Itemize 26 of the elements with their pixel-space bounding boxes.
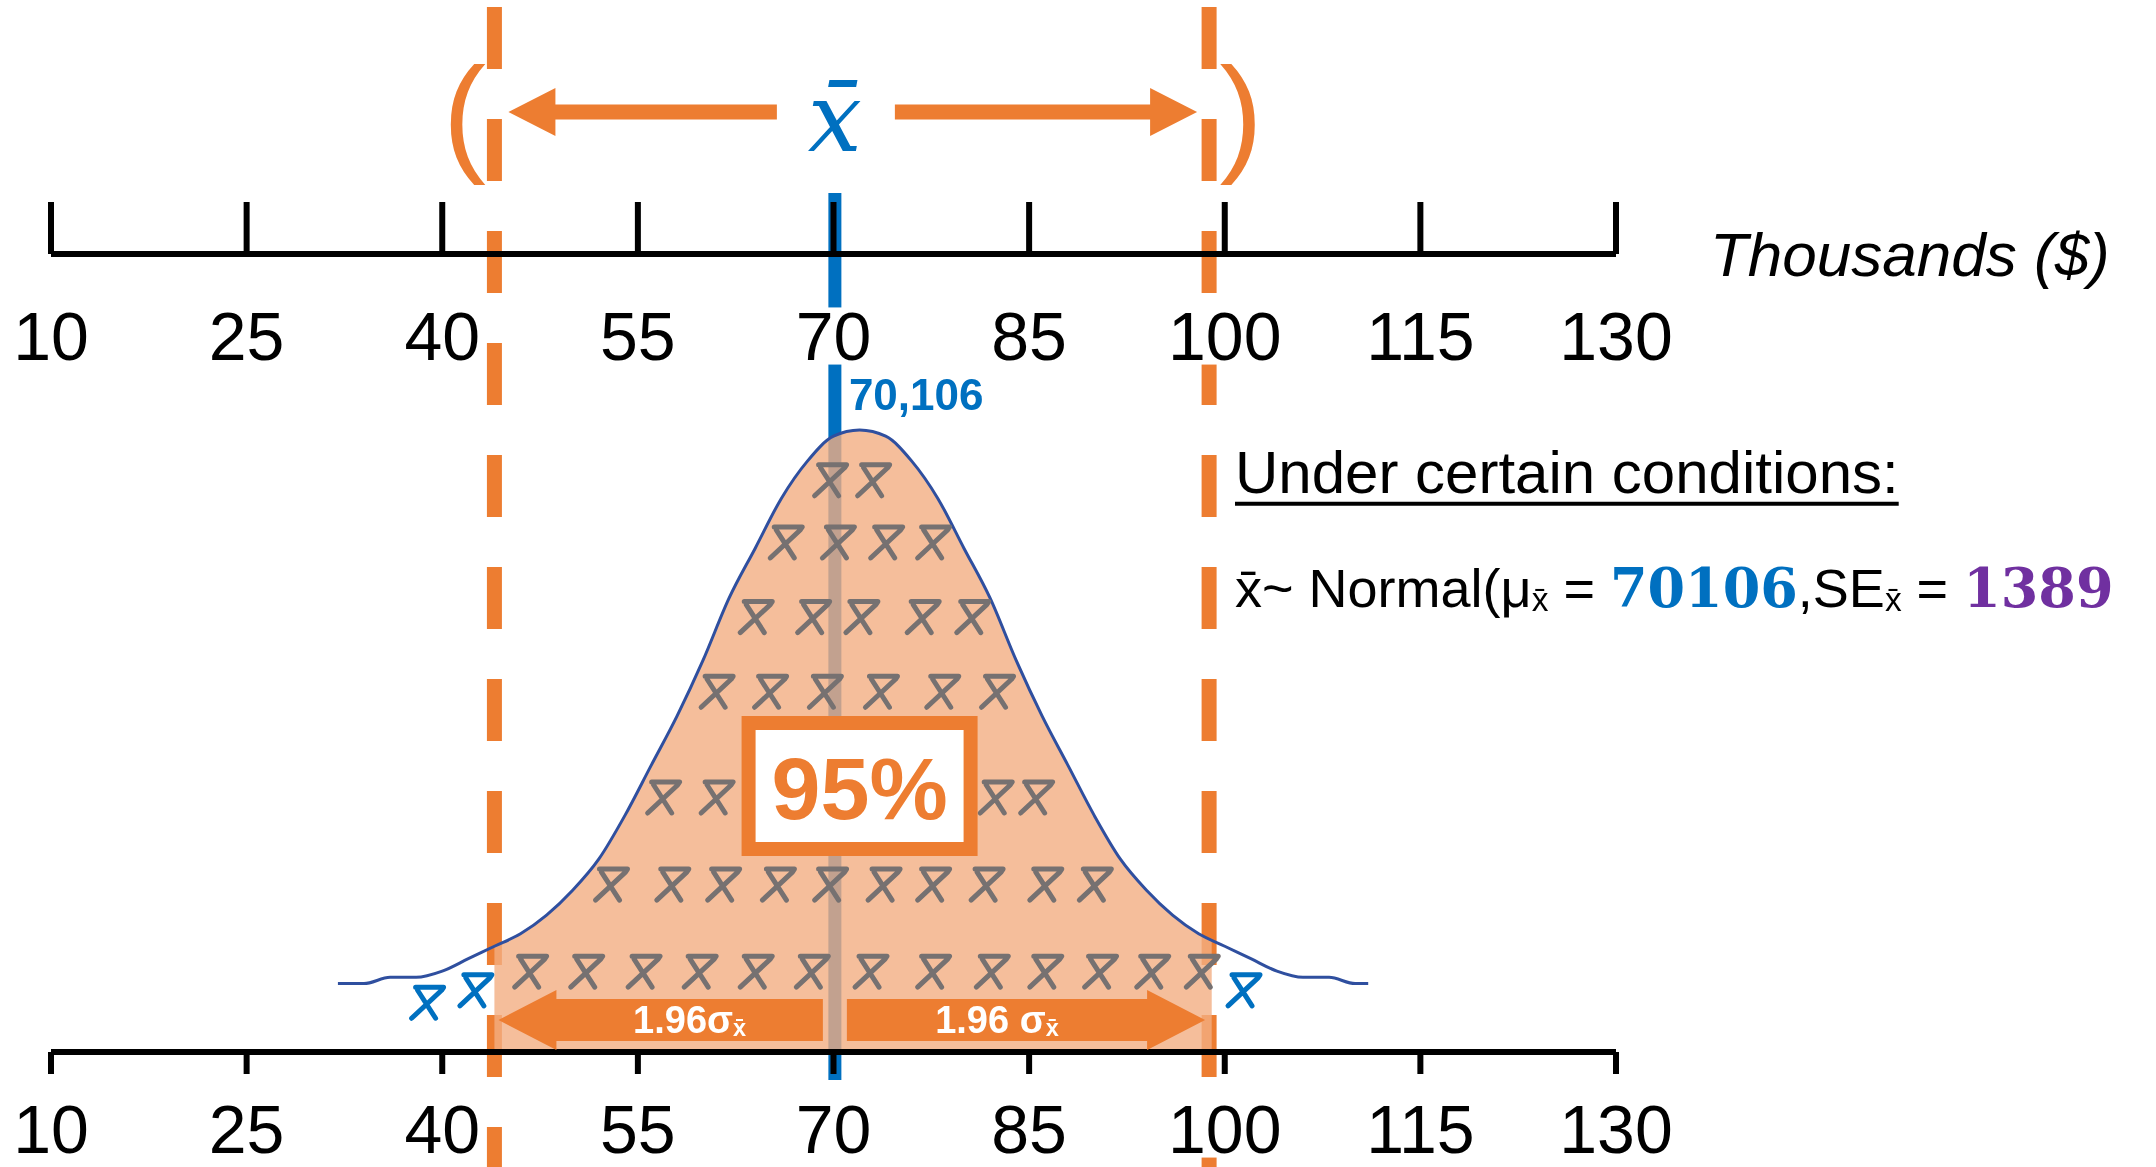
- annotation: 1.96σ$_{x̄}$: [633, 999, 747, 1042]
- x2-tick-label: 25: [208, 298, 285, 374]
- annotation: 1.96 σ$_{x̄}$: [935, 999, 1059, 1042]
- x2-axis-title: Thousands ($): [1710, 219, 2110, 289]
- x2-tick-label: 55: [600, 298, 676, 374]
- x-tick-label: 55: [600, 1091, 676, 1167]
- annotation: x̄~ Normal(μ$_{x̄}$ = 70106,SE$_{x̄}$ = 1389: [1235, 556, 2114, 620]
- annotation: Under certain conditions:: [1235, 438, 1899, 506]
- x-tick-label: 115: [1366, 1091, 1475, 1167]
- x-tick-label: 25: [208, 1091, 285, 1167]
- annotation: 95%: [771, 738, 948, 838]
- x2-tick-label: 85: [991, 298, 1067, 374]
- text: ): [1219, 40, 1263, 186]
- x2-tick-label: 40: [404, 298, 481, 374]
- x-tick-label: 70: [795, 1091, 872, 1167]
- x-tick-label: 10: [13, 1091, 89, 1167]
- x2-tick-label: 100: [1168, 298, 1282, 374]
- x-tick-label: 100: [1168, 1091, 1282, 1167]
- x-tick-label: 130: [1559, 1091, 1673, 1167]
- x-tick-label: 40: [404, 1091, 481, 1167]
- text: x̄: [807, 62, 862, 174]
- x2-tick-label: 115: [1366, 298, 1475, 374]
- x-tick-label: 85: [991, 1091, 1067, 1167]
- text: (: [442, 40, 487, 186]
- x2-tick-label: 130: [1559, 298, 1673, 374]
- x2-tick-label: 10: [13, 298, 89, 374]
